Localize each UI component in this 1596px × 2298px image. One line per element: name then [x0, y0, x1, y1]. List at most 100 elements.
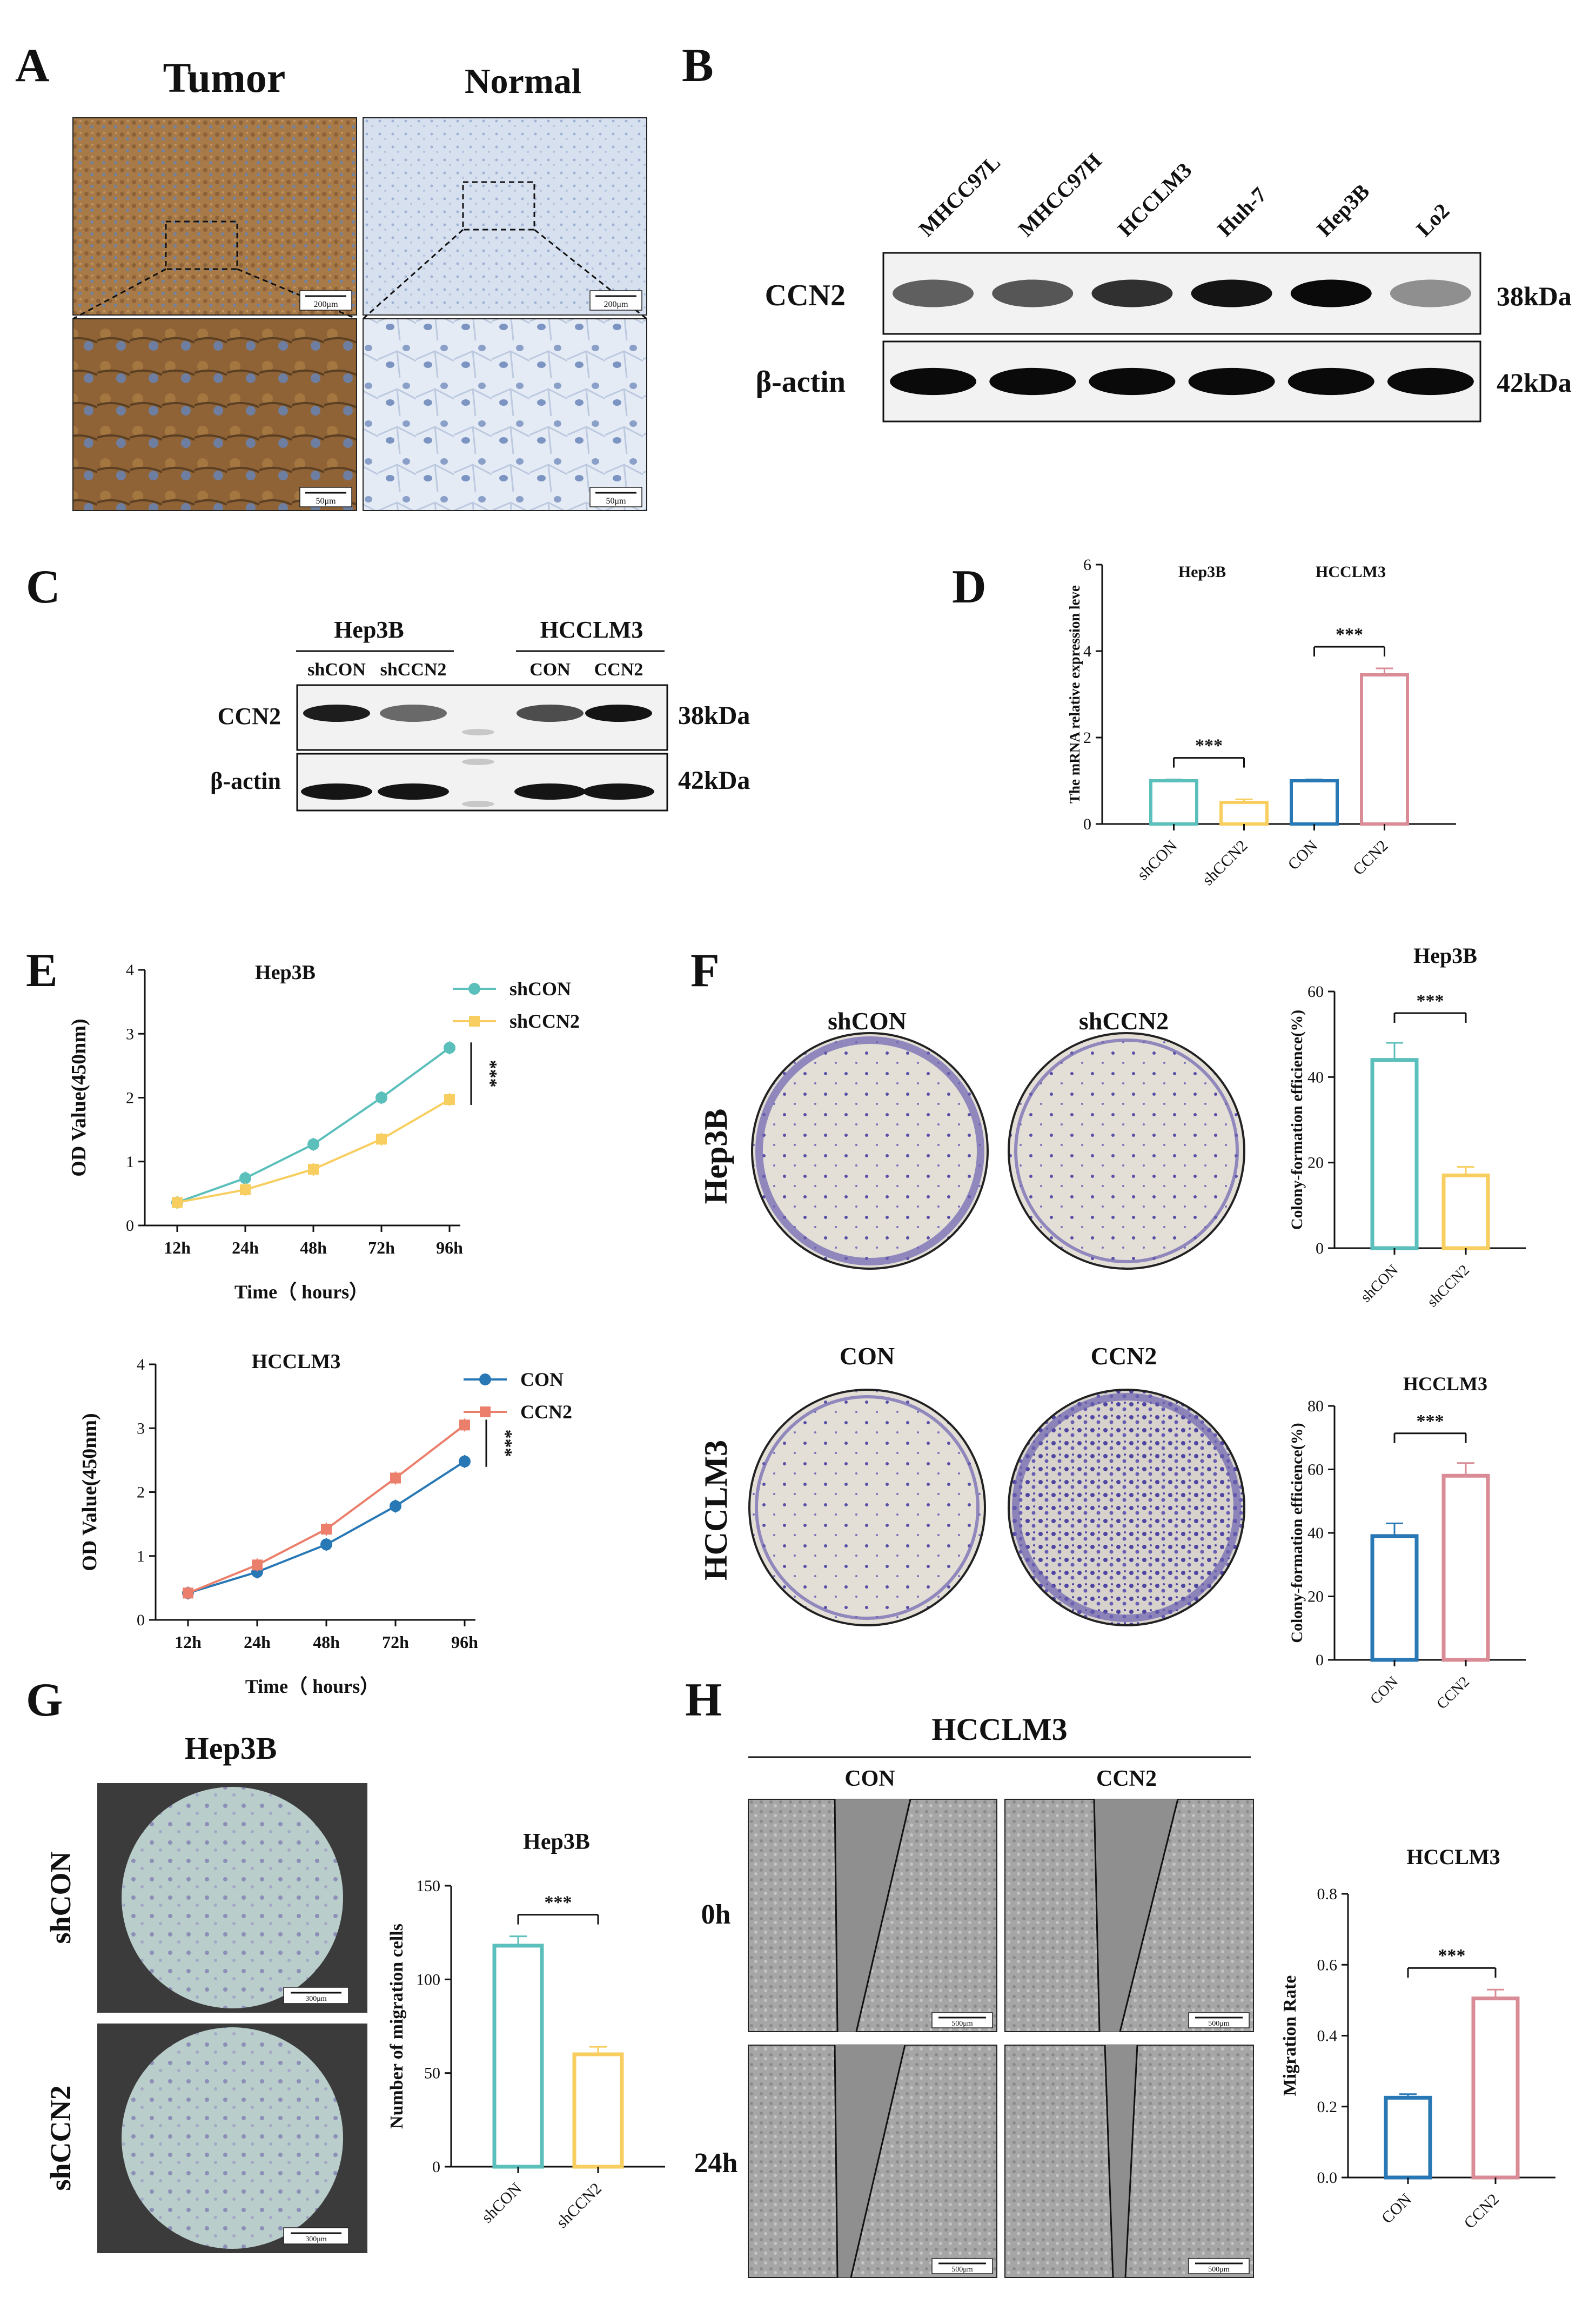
lane-label: Hep3B [1312, 179, 1374, 241]
y-tick-label: 0.6 [1317, 1956, 1338, 1974]
sig-label: *** [1417, 991, 1444, 1011]
transwell-image [122, 1787, 343, 2008]
colony-dish [751, 1032, 989, 1270]
sig-label: *** [1417, 1411, 1444, 1431]
x-tick-label: CCN2 [1433, 1673, 1473, 1713]
scale-bar-box [1188, 2012, 1250, 2028]
y-tick-label: 60 [1307, 1461, 1324, 1479]
y-tick-label: 60 [1307, 983, 1324, 1001]
scratch-edge [834, 1799, 839, 2032]
lane-label: HCCLM3 [1113, 158, 1196, 241]
data-point [390, 1500, 401, 1512]
x-tick-label: shCCN2 [1199, 837, 1251, 889]
scratch-edge [1093, 1799, 1101, 2032]
x-tick-label: 24h [244, 1632, 271, 1652]
bar [1370, 1534, 1419, 1662]
x-tick-label: CON [1378, 2190, 1415, 2227]
normal-image-high [363, 318, 647, 511]
blot-c-marker [462, 801, 494, 807]
scale-bar-box [589, 487, 642, 507]
y-tick-label: 80 [1307, 1397, 1324, 1415]
blot-ccn2-band [1290, 279, 1372, 307]
chart-title: HCCLM3 [1403, 1373, 1487, 1395]
y-tick-label: 0 [1083, 815, 1091, 833]
bar [1441, 1473, 1490, 1662]
y-axis-label: Colony-formation efficience(%) [1288, 1423, 1306, 1643]
scale-bar-box [931, 2012, 993, 2028]
x-tick-label: shCON [478, 2180, 525, 2227]
panel-label-d: D [952, 561, 987, 613]
bar [572, 2052, 624, 2169]
data-point [459, 1455, 471, 1468]
tumor-image-low [72, 117, 357, 316]
blot-c-band [517, 705, 584, 722]
y-tick-label: 100 [416, 1971, 440, 1988]
sig-label: *** [545, 1893, 572, 1913]
sig-label: *** [480, 1060, 500, 1088]
bar [1219, 801, 1269, 826]
legend-label: CCN2 [520, 1401, 572, 1423]
zoom-box-normal [462, 181, 535, 231]
scale-bar-box [283, 1987, 349, 2004]
legend-marker [469, 1016, 480, 1027]
scratch-gap [835, 1799, 910, 2032]
row-label-ccn2: CCN2 [218, 703, 281, 729]
sig-label: *** [1195, 736, 1223, 756]
colony-dish [1008, 1032, 1245, 1270]
y-tick-label: 150 [416, 1877, 440, 1895]
colony-dish [748, 1389, 986, 1626]
scale-bar-label: 500μm [951, 2020, 973, 2028]
x-tick-label: 96h [451, 1632, 478, 1652]
x-tick-label: 48h [300, 1238, 327, 1257]
scratch-edge [1119, 1799, 1179, 2032]
data-point [252, 1559, 263, 1571]
blot-actin-band [989, 367, 1076, 396]
scale-bar-box [1188, 2258, 1250, 2274]
scale-bar-label: 500μm [1208, 2020, 1230, 2028]
legend-marker [479, 1374, 491, 1385]
y-axis-label: The mRNA relative expression leve [1067, 585, 1083, 803]
scale-bar-label: 50μm [316, 497, 336, 506]
y-tick-label: 0 [126, 1217, 134, 1235]
sig-label: *** [1336, 625, 1363, 645]
lane-label: shCON [307, 660, 366, 680]
data-point [308, 1163, 319, 1175]
x-tick-label: shCON [1358, 1262, 1401, 1305]
zoom-line [363, 229, 464, 320]
scratch-gap [1105, 2045, 1137, 2277]
data-point [240, 1184, 251, 1195]
panel-label-f: F [690, 944, 720, 997]
y-tick-label: 2 [126, 1089, 134, 1107]
bar [1471, 1996, 1520, 2180]
lane-label: CCN2 [594, 660, 643, 680]
col-label: CON [840, 1342, 895, 1370]
panel-label-b: B [682, 39, 714, 92]
chart-title: HCCLM3 [1406, 1845, 1500, 1869]
x-tick-label: 12h [175, 1632, 202, 1652]
panel-label-h: H [685, 1674, 722, 1726]
y-tick-label: 0.4 [1317, 2027, 1338, 2045]
blot-actin-band [1188, 367, 1275, 396]
x-tick-label: CCN2 [1460, 2190, 1503, 2233]
row-label-ccn2: CCN2 [765, 279, 846, 312]
lane-label: Lo2 [1411, 198, 1454, 241]
y-tick-label: 0 [1316, 1240, 1324, 1257]
panel-h-title: HCCLM3 [931, 1712, 1067, 1747]
scale-bar-box [931, 2258, 993, 2274]
y-tick-label: 4 [137, 1356, 145, 1374]
y-axis-label: OD Value(450nm) [68, 1019, 90, 1176]
y-tick-label: 40 [1307, 1068, 1324, 1086]
y-tick-label: 50 [424, 2065, 440, 2082]
data-point [390, 1472, 401, 1484]
blot-c-band [378, 783, 449, 800]
blot-c-band [514, 783, 586, 800]
y-tick-label: 3 [137, 1419, 145, 1437]
panel-label-e: E [26, 944, 58, 997]
scratch-edge [1104, 2045, 1114, 2278]
blot-actin-frame [882, 340, 1481, 423]
blot-ccn2-band [1091, 279, 1173, 307]
x-tick-label: 72h [368, 1238, 395, 1257]
chart-title: Hep3B [255, 961, 316, 984]
